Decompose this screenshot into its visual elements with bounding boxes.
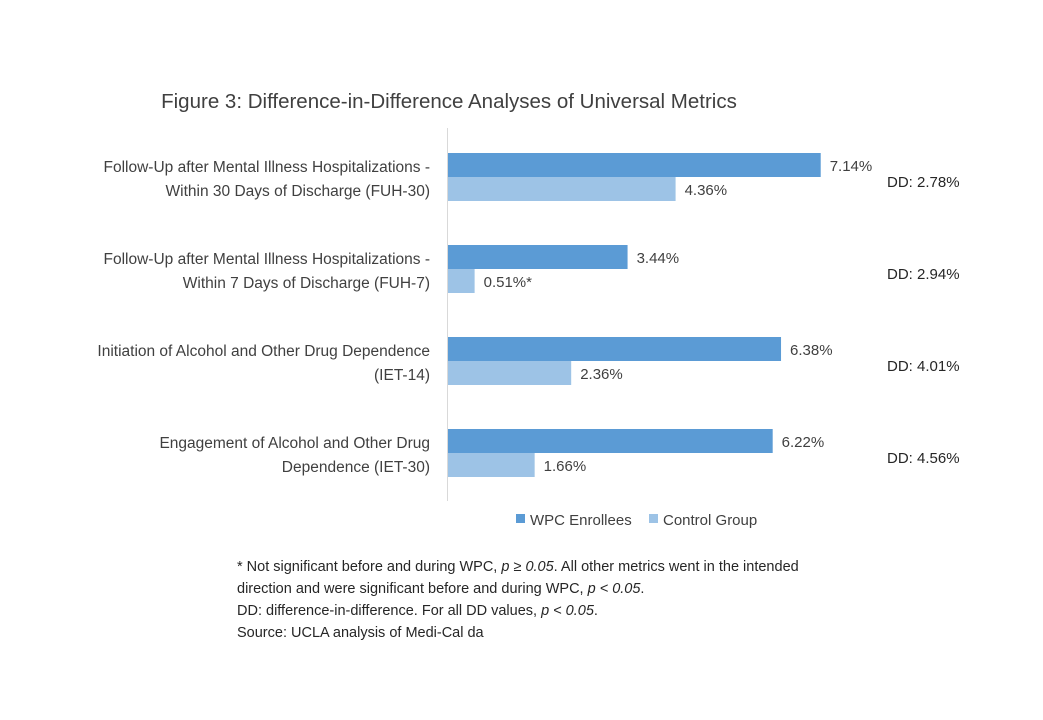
footnote-text: . All other metrics went in the intended	[553, 559, 799, 575]
legend-swatch-control	[649, 514, 658, 523]
dd-label-3: DD: 4.56%	[887, 450, 960, 467]
footnote-p-value: p < 0.05	[587, 581, 641, 597]
legend-label-wpc: WPC Enrollees	[530, 512, 632, 529]
footnote-dd-definition: DD: difference-in-difference. For all DD…	[237, 600, 917, 622]
bar-wpc-0	[448, 153, 821, 177]
bar-wpc-1	[448, 245, 628, 269]
footnote-p-value: p < 0.05	[541, 603, 594, 619]
data-label-control-1: 0.51%*	[484, 274, 533, 291]
data-labels: 7.14% 4.36% 3.44% 0.51%* 6.38% 2.36% 6.22% 1.66…	[484, 158, 873, 475]
data-label-control-2: 2.36%	[580, 366, 623, 383]
data-label-control-3: 1.66%	[544, 458, 587, 475]
footnotes: * Not significant before and during WPC,…	[237, 556, 917, 644]
category-label-1: Within 7 Days of Discharge (FUH-7)	[183, 275, 430, 292]
footnote-text: * Not significant before and during WPC,	[237, 559, 502, 575]
bar-wpc-3	[448, 429, 773, 453]
footnote-text: direction and were significant before an…	[237, 581, 588, 597]
bar-control-0	[448, 177, 676, 201]
footnote-significance-line-2: direction and were significant before an…	[237, 578, 917, 600]
category-label-3: Engagement of Alcohol and Other Drug	[159, 435, 430, 452]
category-label-2: Initiation of Alcohol and Other Drug Dep…	[97, 343, 430, 360]
bar-control-2	[448, 361, 572, 385]
legend-swatch-wpc	[516, 514, 525, 523]
dd-label-0: DD: 2.78%	[887, 174, 960, 191]
data-label-control-0: 4.36%	[685, 182, 728, 199]
footnote-text: .	[640, 581, 645, 597]
footnote-significance-line-1: * Not significant before and during WPC,…	[237, 556, 917, 578]
category-label-0: Follow-Up after Mental Illness Hospitali…	[104, 159, 430, 176]
legend-label-control: Control Group	[663, 512, 757, 529]
legend: WPC Enrollees Control Group	[516, 512, 757, 529]
data-label-wpc-1: 3.44%	[637, 250, 680, 267]
category-label-3: Dependence (IET-30)	[282, 459, 430, 476]
dd-label-2: DD: 4.01%	[887, 358, 960, 375]
data-label-wpc-2: 6.38%	[790, 342, 833, 359]
category-label-0: Within 30 Days of Discharge (FUH-30)	[166, 183, 430, 200]
footnote-text: .	[593, 603, 598, 619]
bar-control-3	[448, 453, 535, 477]
data-label-wpc-3: 6.22%	[782, 434, 825, 451]
bars	[448, 153, 821, 477]
dd-labels: DD: 2.78% DD: 2.94% DD: 4.01% DD: 4.56%	[887, 174, 960, 467]
dd-label-1: DD: 2.94%	[887, 266, 960, 283]
footnote-p-value: p ≥ 0.05	[501, 559, 554, 575]
category-label-2: (IET-14)	[374, 367, 430, 384]
category-label-1: Follow-Up after Mental Illness Hospitali…	[104, 251, 430, 268]
data-label-wpc-0: 7.14%	[830, 158, 873, 175]
footnote-source: Source: UCLA analysis of Medi-Cal da	[237, 625, 484, 641]
chart: Figure 3: Difference-in-Difference Analy…	[97, 90, 960, 529]
bar-wpc-2	[448, 337, 782, 361]
footnote-text: DD: difference-in-difference. For all DD…	[237, 603, 542, 619]
bar-control-1	[448, 269, 475, 293]
chart-title: Figure 3: Difference-in-Difference Analy…	[161, 90, 737, 113]
category-labels: Follow-Up after Mental Illness Hospitali…	[97, 159, 430, 476]
